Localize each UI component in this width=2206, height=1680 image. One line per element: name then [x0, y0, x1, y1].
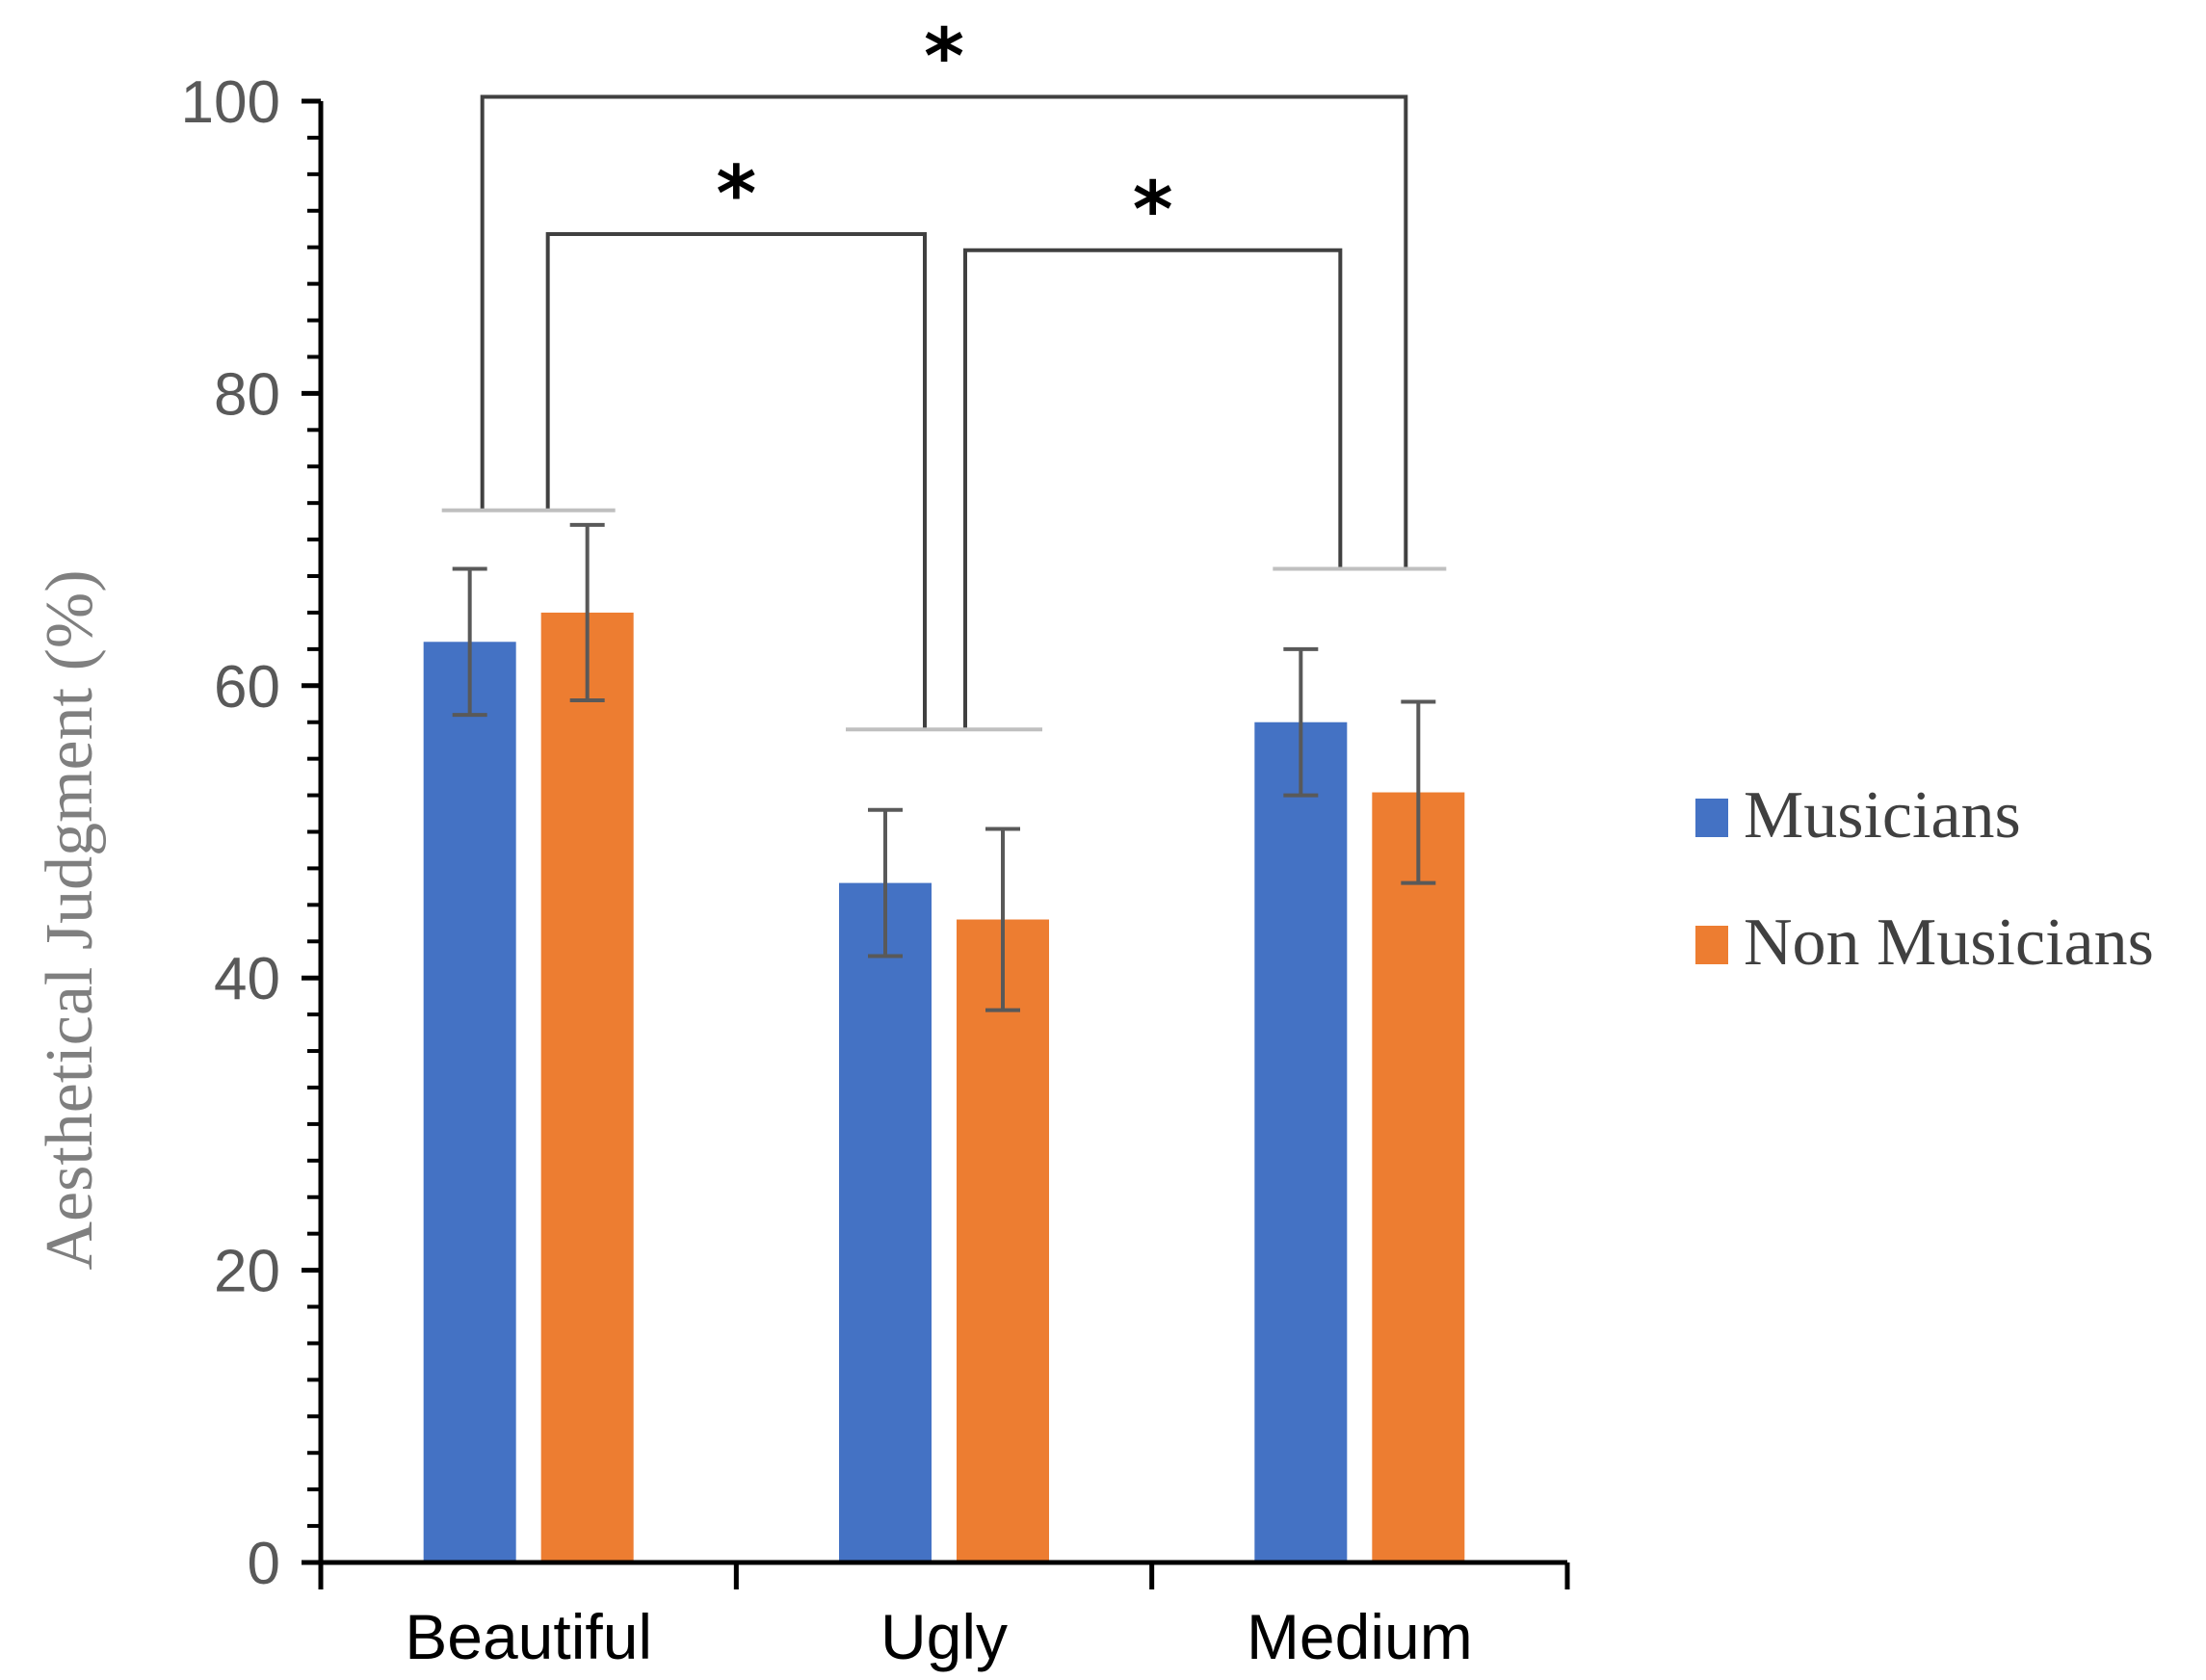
y-tick-label: 60 — [214, 654, 280, 721]
bar-non-musicians — [1372, 792, 1465, 1562]
y-tick-label: 40 — [214, 946, 280, 1012]
axes — [302, 101, 1570, 1589]
y-tick-label: 100 — [181, 69, 280, 136]
significance-star: * — [716, 149, 756, 239]
bar-musicians — [423, 642, 516, 1562]
x-category-label: Ugly — [880, 1601, 1008, 1672]
tick-labels: 0 20 40 60 80 100 Beautiful Ugly Medium — [181, 69, 1473, 1672]
significance-star: * — [924, 12, 964, 101]
y-axis-ticks — [302, 98, 321, 1565]
bar-musicians — [839, 882, 932, 1562]
significance-bracket — [545, 232, 927, 730]
significance-brackets: * * * — [441, 12, 1447, 732]
y-tick-label: 80 — [214, 361, 280, 428]
bar-musicians — [1254, 722, 1348, 1562]
legend-swatch-musicians — [1695, 799, 1728, 837]
legend: Musicians Non Musicians — [1695, 778, 2154, 980]
significance-star: * — [1133, 166, 1173, 255]
x-category-label: Beautiful — [405, 1601, 652, 1672]
significance-bracket — [963, 248, 1343, 730]
bars — [423, 522, 1465, 1562]
bar-non-musicians — [957, 919, 1049, 1562]
y-tick-label: 0 — [248, 1531, 280, 1597]
significance-bracket — [480, 94, 1408, 569]
legend-label: Non Musicians — [1744, 906, 2154, 980]
y-tick-label: 20 — [214, 1239, 280, 1305]
bar-non-musicians — [540, 612, 634, 1562]
x-category-label: Medium — [1247, 1601, 1473, 1672]
legend-label: Musicians — [1744, 778, 2021, 853]
y-axis-label: Aesthetical Judgment (%) — [33, 569, 107, 1270]
legend-swatch-non-musicians — [1695, 926, 1728, 964]
